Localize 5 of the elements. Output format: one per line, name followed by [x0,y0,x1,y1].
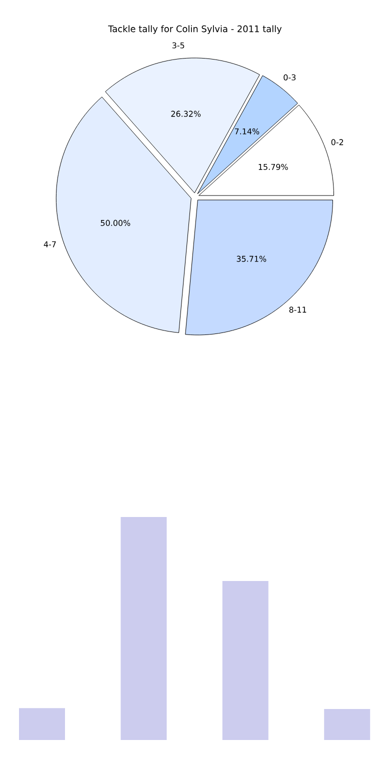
chart-title: Tackle tally for Colin Sylvia - 2011 tally [108,25,282,34]
bar [19,708,65,740]
bar [222,581,268,740]
bar [120,516,167,740]
bar [324,709,370,740]
